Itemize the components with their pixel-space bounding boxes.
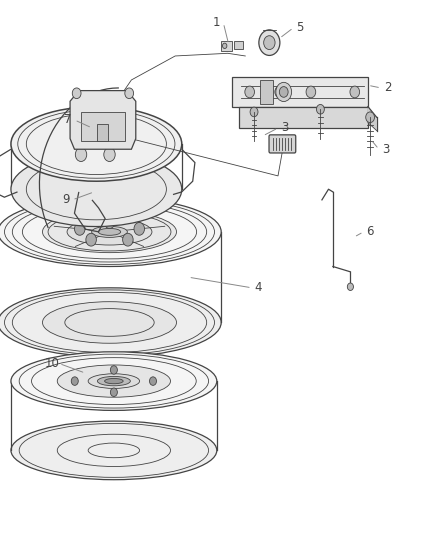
Circle shape	[223, 43, 227, 49]
Circle shape	[250, 107, 258, 117]
Circle shape	[86, 233, 96, 246]
Circle shape	[104, 148, 115, 161]
Text: 2: 2	[384, 82, 392, 94]
Circle shape	[149, 377, 156, 385]
Text: 3: 3	[281, 122, 288, 134]
Circle shape	[276, 82, 292, 101]
Circle shape	[71, 377, 78, 385]
Circle shape	[72, 88, 81, 99]
Circle shape	[259, 30, 280, 55]
Circle shape	[306, 86, 316, 98]
Circle shape	[75, 148, 87, 161]
Circle shape	[347, 283, 353, 290]
Circle shape	[275, 86, 285, 98]
Circle shape	[110, 366, 117, 374]
Ellipse shape	[11, 152, 182, 227]
Ellipse shape	[11, 421, 217, 480]
Circle shape	[104, 216, 115, 229]
Ellipse shape	[11, 352, 217, 410]
Ellipse shape	[42, 302, 177, 343]
Ellipse shape	[98, 229, 120, 236]
FancyBboxPatch shape	[239, 107, 368, 128]
FancyBboxPatch shape	[97, 124, 108, 141]
Circle shape	[134, 222, 145, 235]
Circle shape	[245, 86, 254, 98]
Text: 3: 3	[382, 143, 389, 156]
Text: 5: 5	[297, 21, 304, 34]
Polygon shape	[70, 91, 136, 149]
Ellipse shape	[57, 365, 170, 397]
FancyBboxPatch shape	[232, 77, 368, 107]
Ellipse shape	[11, 107, 182, 181]
Circle shape	[279, 86, 288, 97]
FancyBboxPatch shape	[259, 80, 272, 104]
Text: 10: 10	[45, 357, 60, 370]
Text: 4: 4	[254, 281, 262, 294]
Text: 6: 6	[366, 225, 374, 238]
Text: 1: 1	[213, 17, 221, 29]
FancyBboxPatch shape	[81, 112, 125, 141]
Ellipse shape	[42, 211, 177, 253]
FancyBboxPatch shape	[234, 41, 243, 49]
Text: 7: 7	[64, 114, 72, 126]
Ellipse shape	[0, 288, 221, 357]
Ellipse shape	[88, 374, 140, 389]
Ellipse shape	[0, 197, 221, 266]
Ellipse shape	[97, 376, 131, 386]
FancyBboxPatch shape	[269, 135, 296, 153]
Circle shape	[264, 36, 275, 50]
Ellipse shape	[67, 219, 152, 245]
Ellipse shape	[105, 378, 123, 384]
Polygon shape	[368, 107, 377, 131]
Circle shape	[125, 88, 134, 99]
Circle shape	[123, 233, 133, 246]
Circle shape	[74, 222, 85, 235]
FancyBboxPatch shape	[221, 41, 232, 51]
Ellipse shape	[92, 227, 127, 237]
Circle shape	[350, 86, 360, 98]
Circle shape	[366, 112, 374, 123]
Circle shape	[110, 388, 117, 397]
Text: 9: 9	[62, 193, 70, 206]
Circle shape	[316, 104, 324, 114]
